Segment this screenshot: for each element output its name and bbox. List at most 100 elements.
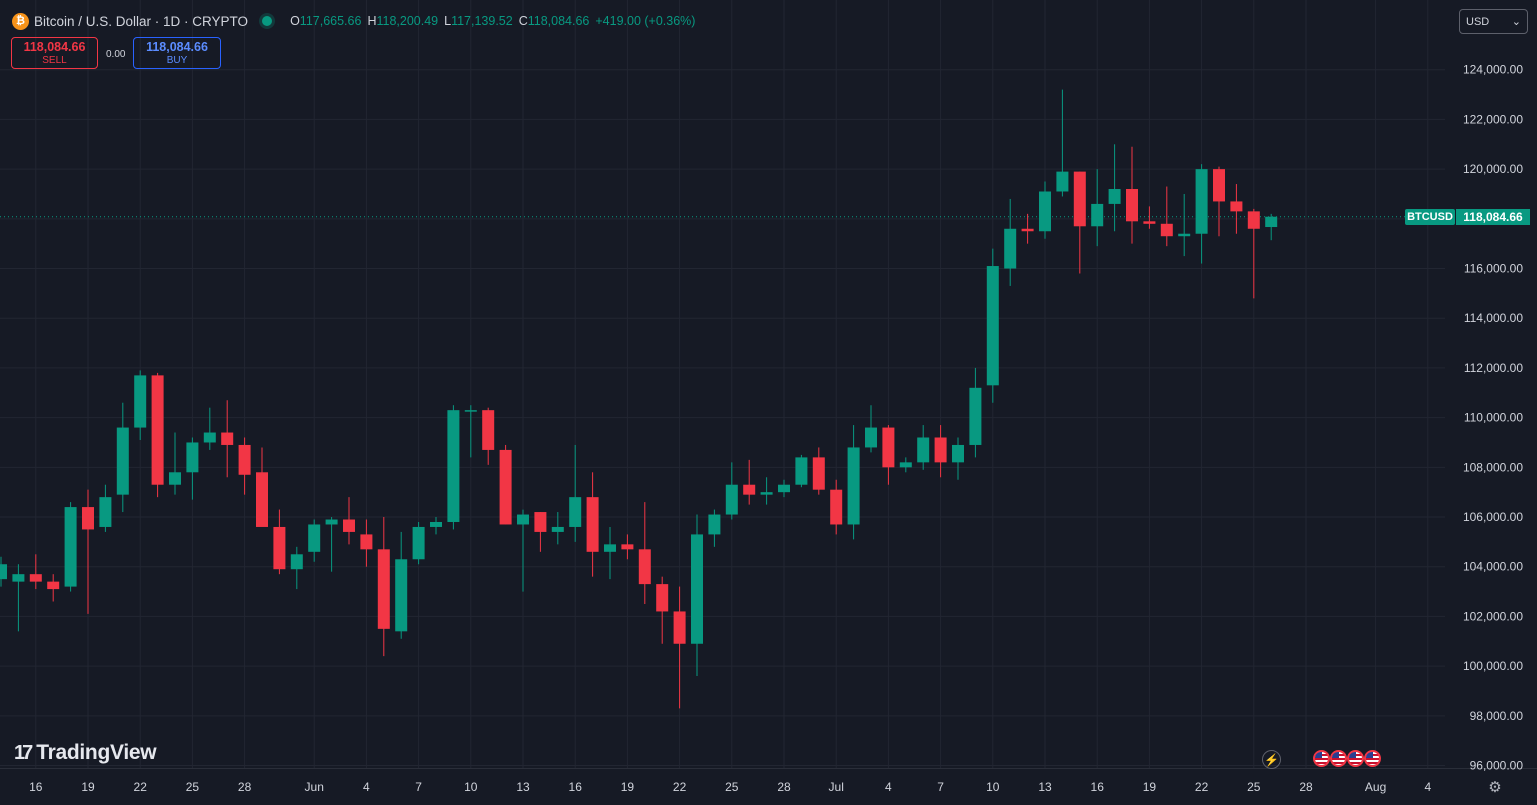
candle-body[interactable] (1039, 191, 1051, 232)
candle[interactable] (47, 574, 60, 602)
candle[interactable] (604, 526, 616, 580)
candle[interactable] (638, 502, 651, 604)
candle-body[interactable] (221, 432, 234, 445)
candle[interactable] (186, 437, 199, 500)
candle[interactable] (482, 407, 495, 465)
candle-body[interactable] (621, 544, 634, 550)
candle-body[interactable] (725, 484, 738, 515)
candle[interactable] (708, 509, 721, 547)
candle[interactable] (760, 477, 773, 505)
candle[interactable] (325, 517, 338, 572)
candle-body[interactable] (412, 526, 425, 560)
economic-events[interactable] (1313, 750, 1381, 767)
price-axis[interactable]: 96,000.00 98,000.00 100,000.00 102,000.00 10… (1463, 63, 1523, 773)
candle[interactable] (986, 248, 999, 403)
candle[interactable] (1213, 166, 1225, 237)
candle[interactable] (360, 519, 373, 567)
candle-body[interactable] (203, 432, 216, 443)
candle[interactable] (12, 564, 25, 632)
candle-body[interactable] (656, 584, 669, 612)
candle[interactable] (1247, 208, 1260, 299)
candle[interactable] (586, 472, 599, 577)
us-flag-icon[interactable] (1313, 750, 1330, 767)
candle[interactable] (151, 372, 164, 498)
candle-body[interactable] (482, 410, 495, 450)
candle-body[interactable] (1178, 233, 1191, 237)
candle[interactable] (64, 502, 77, 592)
candle[interactable] (1056, 89, 1069, 197)
candle[interactable] (1160, 186, 1173, 247)
candle[interactable] (221, 400, 234, 478)
candle-body[interactable] (464, 410, 477, 412)
candle-body[interactable] (82, 507, 94, 530)
candle-body[interactable] (447, 410, 460, 522)
candle-body[interactable] (969, 387, 982, 445)
candle[interactable] (865, 405, 877, 453)
candle-body[interactable] (1143, 221, 1156, 224)
candle-body[interactable] (882, 427, 895, 468)
candle-body[interactable] (899, 462, 912, 468)
candle-body[interactable] (1160, 223, 1173, 237)
candle[interactable] (743, 459, 756, 505)
candle-body[interactable] (186, 442, 199, 473)
candle-body[interactable] (1265, 216, 1278, 228)
candle[interactable] (882, 425, 895, 485)
candle-body[interactable] (151, 375, 164, 485)
candle[interactable] (273, 509, 286, 575)
us-flag-icon[interactable] (1347, 750, 1364, 767)
market-status-icon[interactable] (262, 16, 273, 26)
candle-body[interactable] (273, 526, 286, 570)
candle-body[interactable] (604, 544, 616, 552)
candle-body[interactable] (1195, 169, 1208, 234)
candle-body[interactable] (360, 534, 373, 550)
candle[interactable] (1195, 164, 1208, 264)
candle-body[interactable] (395, 559, 408, 632)
candle-body[interactable] (638, 549, 651, 585)
candle-body[interactable] (256, 472, 268, 527)
currency-selector[interactable]: USD ⌄ (1459, 9, 1528, 34)
candle-body[interactable] (1230, 201, 1243, 212)
candle[interactable] (1108, 144, 1121, 232)
candle[interactable] (795, 454, 808, 488)
candle-body[interactable] (569, 497, 582, 527)
candle[interactable] (203, 407, 216, 450)
candle[interactable] (969, 367, 982, 458)
candle[interactable] (917, 425, 930, 470)
candle-body[interactable] (586, 497, 599, 552)
candle[interactable] (934, 425, 947, 478)
lightning-icon[interactable]: ⚡ (1262, 750, 1281, 769)
us-flag-icon[interactable] (1364, 750, 1381, 767)
tradingview-logo[interactable]: 17 TradingView (14, 741, 157, 765)
candle[interactable] (725, 462, 738, 520)
candle-body[interactable] (743, 484, 756, 495)
candle-body[interactable] (238, 444, 251, 475)
us-flag-icon[interactable] (1330, 750, 1347, 767)
candle[interactable] (517, 509, 529, 592)
candles[interactable] (0, 89, 1278, 709)
candle[interactable] (134, 370, 147, 440)
candle[interactable] (1021, 213, 1034, 244)
candle-body[interactable] (1247, 211, 1260, 229)
candle-body[interactable] (12, 574, 25, 582)
candle[interactable] (1178, 193, 1191, 257)
candle-body[interactable] (430, 521, 442, 527)
candle-body[interactable] (290, 554, 303, 570)
candle[interactable] (343, 497, 355, 545)
candle[interactable] (847, 425, 860, 540)
candle[interactable] (1265, 213, 1278, 241)
candle[interactable] (377, 517, 390, 657)
candle-body[interactable] (499, 449, 512, 525)
candle[interactable] (1073, 171, 1086, 274)
candle-body[interactable] (917, 437, 930, 463)
candle-body[interactable] (760, 492, 773, 495)
candle-body[interactable] (795, 457, 808, 485)
candle[interactable] (499, 444, 512, 525)
candle[interactable] (82, 489, 94, 614)
candle-body[interactable] (1056, 171, 1069, 192)
candle-body[interactable] (1021, 228, 1034, 232)
candle-body[interactable] (343, 519, 355, 532)
candle-body[interactable] (325, 519, 338, 525)
candle[interactable] (812, 447, 825, 495)
candle[interactable] (0, 556, 7, 587)
sell-button[interactable]: 118,084.66 SELL (11, 37, 98, 69)
